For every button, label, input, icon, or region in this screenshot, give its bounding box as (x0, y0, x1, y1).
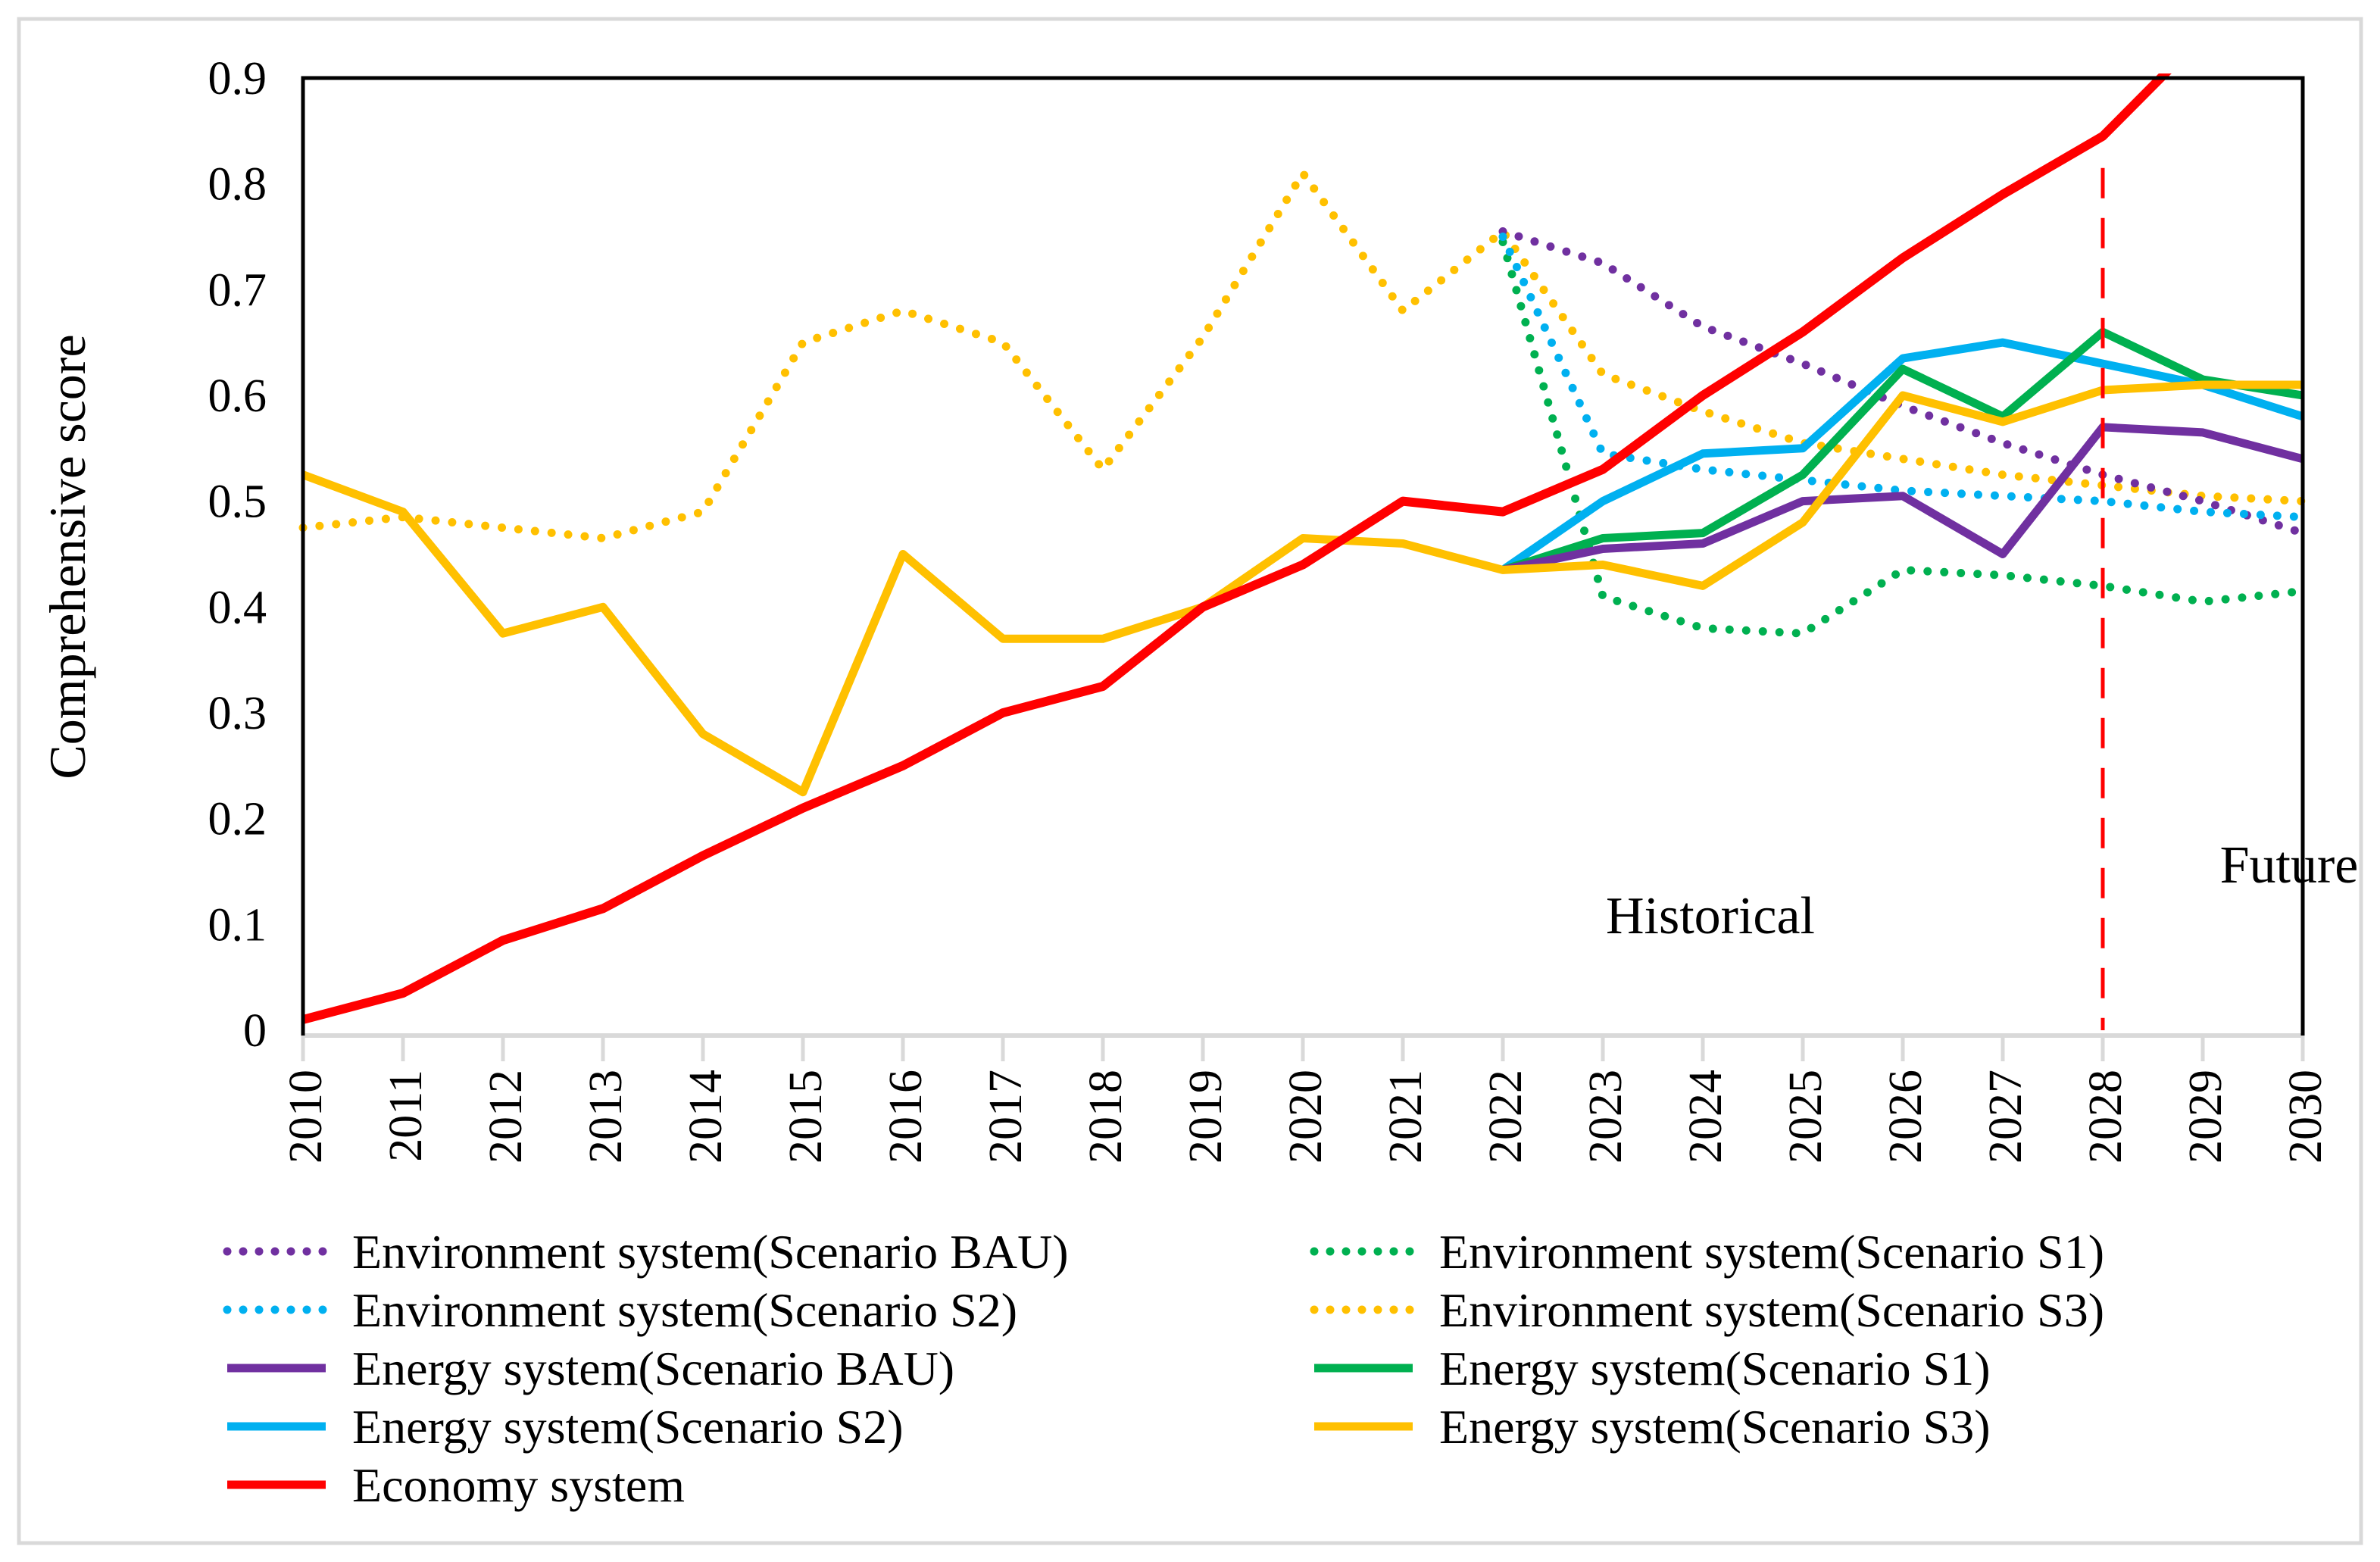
x-tick-label: 2021 (1380, 1070, 1432, 1164)
energy-s3-line (301, 380, 2303, 797)
y-tick-label: 0.6 (208, 370, 267, 422)
x-tick-label: 2022 (1480, 1070, 1532, 1164)
y-tick-label: 0.1 (208, 899, 267, 951)
x-tick-label: 2012 (480, 1070, 532, 1164)
x-tick-label: 2028 (2080, 1070, 2132, 1164)
energy-s2-line (1500, 338, 2304, 573)
y-tick-label: 0.5 (208, 476, 267, 528)
legend-label: Energy system(Scenario S3) (1439, 1400, 1991, 1454)
legend-item-energy-bau: Energy system(Scenario BAU) (227, 1342, 954, 1395)
chart-generated: 0 0.1 0.2 0.3 0.4 0.5 0.6 0.7 0.8 0.9 2010 2011 2012… (17, 17, 2363, 1545)
y-tick-label: 0.9 (208, 53, 267, 105)
annotation-future: Future (2220, 836, 2359, 895)
legend-label: Environment system(Scenario S3) (1439, 1283, 2104, 1337)
x-tick-label: 2029 (2180, 1070, 2232, 1164)
y-tick-label: 0.2 (208, 794, 267, 845)
x-tick-label: 2015 (780, 1070, 832, 1164)
legend-item-environment-bau: Environment system(Scenario BAU) (223, 1225, 1069, 1279)
legend-label: Economy system (352, 1458, 685, 1512)
x-tick-label: 2017 (980, 1070, 1032, 1164)
legend-item-energy-s3: Energy system(Scenario S3) (1314, 1400, 1991, 1454)
environment-s1-line (1498, 238, 2307, 638)
y-tick-label: 0.7 (208, 264, 267, 316)
environment-s3-line (298, 169, 2307, 542)
legend-label: Energy system(Scenario BAU) (352, 1342, 954, 1395)
plot-border (301, 76, 2305, 1036)
x-tick-label: 2023 (1580, 1070, 1632, 1164)
x-tick-label: 2013 (580, 1070, 632, 1164)
legend: Environment system(Scenario BAU) Environm… (223, 1225, 2104, 1512)
x-tick-label: 2010 (280, 1070, 332, 1164)
x-tick-label: 2024 (1680, 1070, 1732, 1164)
y-tick-label: 0.4 (208, 582, 267, 633)
energy-s1-line (1501, 327, 2303, 574)
series-layer (298, 73, 2307, 1024)
legend-label: Energy system(Scenario S1) (1439, 1342, 1991, 1395)
y-tick-label: 0.3 (208, 688, 267, 739)
x-tick-label: 2014 (680, 1070, 732, 1164)
economy-line (301, 73, 2172, 1024)
annotation-historical: Historical (1606, 887, 1815, 945)
legend-item-environment-s2: Environment system(Scenario S2) (223, 1283, 1017, 1337)
x-tick-label: 2020 (1280, 1070, 1332, 1164)
legend-item-environment-s3: Environment system(Scenario S3) (1310, 1283, 2104, 1337)
legend-item-energy-s1: Energy system(Scenario S1) (1314, 1342, 1991, 1395)
x-tick-label: 2027 (1980, 1070, 2032, 1164)
x-tick-label: 2018 (1080, 1070, 1132, 1164)
y-tick-label: 0.8 (208, 159, 267, 211)
x-tick-label: 2011 (380, 1070, 432, 1162)
environment-bau-line (1498, 227, 2307, 538)
legend-item-energy-s2: Energy system(Scenario S2) (227, 1400, 904, 1454)
legend-label: Energy system(Scenario S2) (352, 1400, 904, 1454)
energy-bau-line (1501, 423, 2304, 574)
legend-label: Environment system(Scenario S2) (352, 1283, 1017, 1337)
legend-label: Environment system(Scenario S1) (1439, 1225, 2104, 1279)
legend-item-environment-s1: Environment system(Scenario S1) (1310, 1225, 2104, 1279)
legend-label: Environment system(Scenario BAU) (352, 1225, 1069, 1279)
x-tick-label: 2026 (1880, 1070, 1932, 1164)
y-axis-title: Comprehensive score (39, 334, 96, 779)
y-tick-label: 0 (243, 1005, 267, 1057)
x-tick-label: 2016 (880, 1070, 932, 1164)
figure-frame (17, 17, 2363, 1545)
x-tick-label: 2030 (2280, 1070, 2332, 1164)
x-tick-label: 2019 (1180, 1070, 1232, 1164)
legend-item-economy: Economy system (227, 1458, 685, 1512)
x-tick-label: 2025 (1780, 1070, 1832, 1164)
